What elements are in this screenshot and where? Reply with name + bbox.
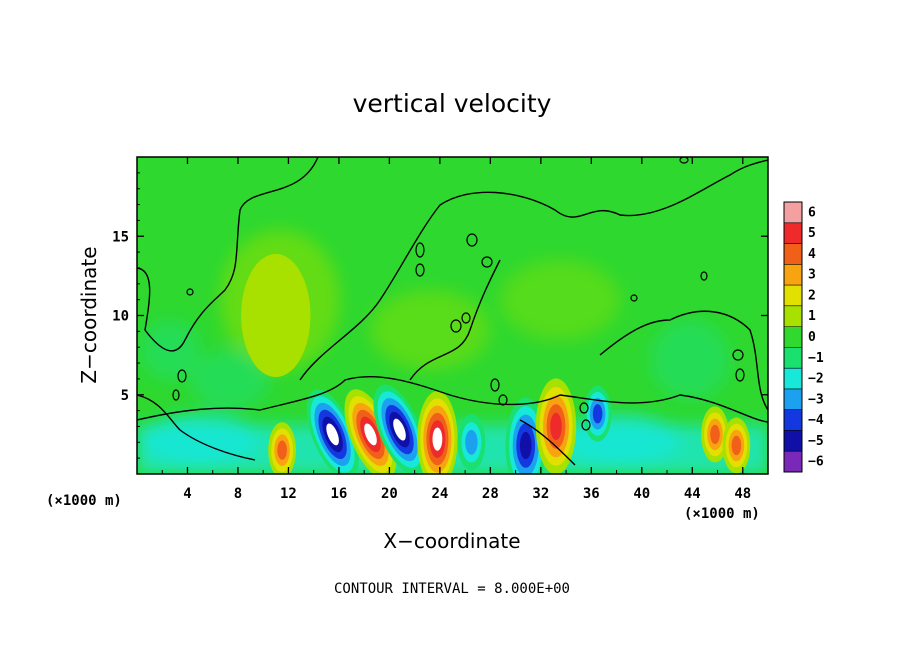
- plot-area: [137, 157, 768, 474]
- colorbar-label: −3: [808, 392, 824, 407]
- x-tick-label: 4: [183, 486, 191, 502]
- x-tick-label: 28: [482, 486, 499, 502]
- y-axis: 5 10 15: [112, 172, 768, 459]
- velocity-cell-band: [277, 440, 287, 460]
- colorbar-label: −4: [808, 413, 824, 428]
- colorbar-swatch: [784, 409, 802, 431]
- velocity-cell-band: [393, 418, 406, 441]
- velocity-cell-band: [241, 253, 311, 378]
- colorbar-label: 2: [808, 288, 816, 303]
- colorbar-swatch: [784, 430, 802, 452]
- velocity-cell: [505, 397, 546, 474]
- velocity-cell-band: [364, 423, 377, 446]
- velocity-cell: [268, 422, 296, 474]
- contour-lines: [137, 157, 768, 466]
- colorbar-swatch: [784, 368, 802, 390]
- field-texture: [137, 230, 768, 474]
- colorbar-label: 4: [808, 247, 816, 262]
- colorbar-swatch: [784, 326, 802, 348]
- contour-line: [409, 259, 501, 381]
- contour-line: [137, 157, 319, 352]
- velocity-cell: [306, 389, 359, 474]
- x-axis: 4 8 12 16 20 24 28 32 36 40 44 48: [161, 157, 751, 502]
- velocity-cells: [241, 253, 751, 474]
- x-tick-label: 32: [532, 486, 549, 502]
- contour-loops: [172, 157, 745, 431]
- velocity-cell-band: [710, 424, 720, 445]
- x-unit-right: (×1000 m): [684, 506, 760, 522]
- velocity-cell-band: [465, 429, 478, 455]
- velocity-cell-band: [731, 435, 742, 456]
- x-tick-label: 24: [431, 486, 448, 502]
- velocity-cell: [373, 384, 426, 474]
- velocity-cell-band: [326, 423, 339, 446]
- colorbar-label: −6: [808, 455, 824, 470]
- colorbar-swatch: [784, 243, 802, 265]
- x-unit-left: (×1000 m): [46, 493, 122, 509]
- colorbar-swatch: [784, 388, 802, 411]
- colorbar: 6 5 4 3 2 1 0 −1 −2 −3 −4 −5 −6: [783, 201, 824, 473]
- colorbar-swatch: [784, 222, 802, 244]
- velocity-cell: [722, 417, 751, 474]
- contour-interval-note: CONTOUR INTERVAL = 8.000E+00: [334, 581, 570, 597]
- velocity-cell: [344, 389, 397, 474]
- colorbar-label: 0: [808, 330, 816, 345]
- velocity-cell-band: [519, 431, 532, 460]
- x-tick-label: 44: [684, 486, 701, 502]
- y-tick-label: 5: [121, 388, 129, 404]
- colorbar-swatch: [784, 285, 802, 307]
- velocity-cell: [701, 406, 729, 463]
- x-tick-label: 16: [330, 486, 347, 502]
- velocity-cell: [241, 253, 311, 378]
- contour-line: [519, 419, 576, 466]
- contour-line: [137, 394, 256, 461]
- x-axis-title: X−coordinate: [383, 529, 520, 553]
- x-tick-label: 12: [280, 486, 297, 502]
- velocity-cell-band: [550, 412, 562, 441]
- colorbar-frame: [783, 201, 803, 473]
- colorbar-swatch: [784, 451, 802, 473]
- colorbar-swatch: [784, 202, 802, 224]
- colorbar-label: 3: [808, 268, 816, 283]
- x-tick-label: 8: [234, 486, 242, 502]
- velocity-cell: [535, 378, 577, 474]
- colorbar-swatch: [784, 305, 802, 328]
- colorbar-label: −2: [808, 372, 824, 387]
- velocity-cell-band: [432, 427, 443, 451]
- velocity-cell: [417, 391, 458, 474]
- x-tick-label: 48: [734, 486, 751, 502]
- contour-line: [137, 376, 768, 423]
- colorbar-label: −1: [808, 351, 824, 366]
- colorbar-label: 6: [808, 205, 816, 220]
- velocity-cell-band: [592, 404, 603, 424]
- colorbar-swatch: [784, 347, 802, 369]
- y-tick-label: 10: [112, 309, 129, 325]
- velocity-cell: [583, 385, 612, 442]
- contour-line: [599, 310, 768, 411]
- colorbar-label: 5: [808, 226, 816, 241]
- y-tick-label: 15: [112, 229, 129, 245]
- x-tick-label: 36: [583, 486, 600, 502]
- chart-title: vertical velocity: [353, 89, 552, 118]
- x-tick-label: 20: [381, 486, 398, 502]
- contour-line: [299, 159, 768, 381]
- colorbar-label: −5: [808, 434, 824, 449]
- velocity-cell: [457, 414, 486, 471]
- y-axis-title: Z−coordinate: [77, 246, 101, 383]
- x-tick-label: 40: [633, 486, 650, 502]
- colorbar-label: 1: [808, 309, 816, 324]
- colorbar-swatch: [784, 264, 802, 286]
